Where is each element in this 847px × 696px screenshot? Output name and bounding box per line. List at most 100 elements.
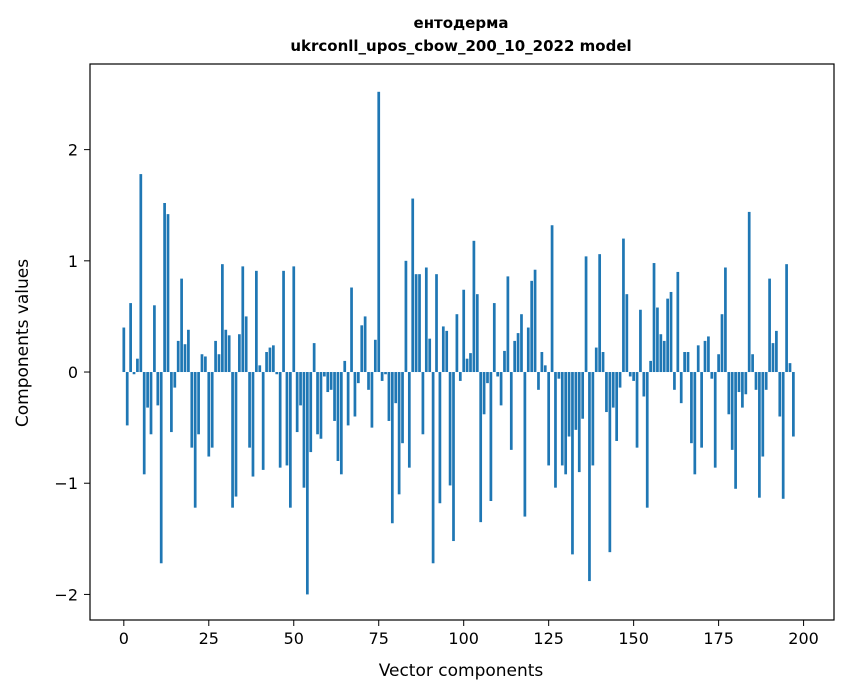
bar-29: [221, 264, 224, 373]
bar-23: [200, 354, 204, 373]
bar-83: [404, 260, 408, 373]
y-tick-label: −1: [54, 474, 78, 493]
bar-195: [785, 264, 788, 373]
bar-105: [479, 372, 483, 523]
x-tick-label: 100: [448, 629, 479, 648]
bar-8: [149, 372, 153, 435]
bar-2: [129, 303, 132, 373]
bar-9: [153, 305, 156, 373]
bar-134: [577, 372, 581, 473]
bar-103: [472, 240, 476, 373]
bar-10: [156, 372, 160, 406]
bar-50: [292, 266, 296, 373]
bar-12: [163, 203, 166, 373]
bar-51: [295, 372, 299, 433]
bar-139: [594, 347, 598, 373]
x-tick-label: 200: [788, 629, 819, 648]
bar-37: [248, 372, 251, 448]
bar-164: [679, 372, 683, 404]
bar-100: [462, 289, 466, 373]
bar-147: [622, 238, 625, 373]
bar-6: [142, 372, 146, 475]
bar-116: [516, 333, 520, 373]
bar-173: [710, 372, 714, 379]
bar-80: [394, 372, 398, 404]
bar-114: [509, 372, 513, 450]
bar-53: [302, 372, 306, 488]
bar-138: [591, 372, 595, 466]
bar-48: [285, 372, 289, 466]
bar-30: [224, 329, 228, 373]
bar-155: [649, 360, 652, 373]
bar-92: [435, 274, 438, 373]
bar-128: [557, 372, 561, 379]
bar-106: [482, 372, 486, 415]
bar-136: [584, 256, 588, 373]
bar-184: [747, 211, 751, 373]
bar-89: [424, 267, 428, 373]
bar-158: [659, 334, 663, 373]
x-tick-label: 175: [703, 629, 734, 648]
bar-67: [350, 287, 353, 373]
bar-131: [567, 372, 571, 437]
y-tick-label: 1: [68, 252, 78, 271]
bar-149: [628, 372, 632, 377]
bar-126: [550, 225, 554, 373]
bar-151: [635, 372, 639, 448]
bar-13: [166, 214, 170, 373]
bar-177: [724, 267, 727, 373]
bar-175: [717, 354, 720, 373]
bar-88: [421, 372, 425, 435]
bar-187: [758, 372, 761, 498]
bar-186: [754, 372, 758, 390]
bar-47: [282, 270, 285, 373]
bar-115: [513, 340, 517, 373]
plot-area-frame: [89, 63, 835, 621]
bar-178: [727, 372, 731, 415]
bar-157: [656, 307, 659, 373]
bar-132: [571, 372, 574, 555]
bar-143: [608, 372, 612, 553]
bar-36: [244, 316, 248, 373]
bar-130: [564, 372, 568, 475]
bar-85: [411, 198, 415, 373]
bar-96: [448, 372, 452, 486]
bar-98: [455, 314, 459, 373]
bar-181: [737, 372, 741, 393]
bar-162: [673, 372, 676, 390]
bar-129: [560, 372, 564, 466]
bar-21: [193, 372, 197, 508]
bar-84: [407, 372, 411, 468]
bar-19: [187, 329, 190, 373]
bar-107: [486, 372, 489, 384]
bar-137: [588, 372, 591, 582]
bar-5: [139, 174, 143, 373]
bar-104: [475, 294, 479, 373]
bar-120: [530, 280, 534, 373]
x-axis: 0 25 50 75 100 125 150 175 200: [119, 620, 819, 648]
bar-75: [377, 91, 381, 373]
bar-180: [734, 372, 737, 489]
bar-146: [618, 372, 622, 388]
bar-153: [642, 372, 646, 397]
bar-165: [683, 352, 686, 373]
bar-57: [316, 372, 319, 435]
bar-197: [792, 372, 795, 437]
bar-145: [615, 372, 619, 441]
bar-112: [503, 350, 506, 373]
bar-99: [458, 372, 462, 381]
y-axis: −2 −1 0 1 2: [54, 141, 90, 604]
y-tick-label: 2: [68, 141, 78, 160]
y-tick-label: −2: [54, 585, 78, 604]
bar-22: [197, 372, 200, 435]
bar-11: [159, 372, 163, 564]
bar-39: [255, 270, 258, 373]
bar-64: [339, 372, 343, 475]
y-tick-label: 0: [68, 363, 78, 382]
bar-93: [438, 372, 442, 504]
bar-161: [669, 291, 673, 373]
bar-108: [489, 372, 493, 502]
bar-168: [693, 372, 697, 475]
bar-188: [761, 372, 765, 457]
